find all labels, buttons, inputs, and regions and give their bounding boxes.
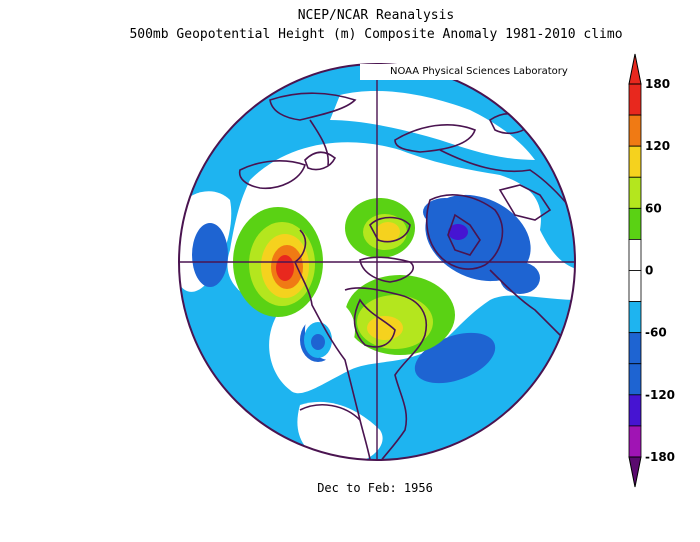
colorbar-segment xyxy=(628,425,642,458)
colorbar-segment xyxy=(628,394,642,427)
chart-subtitle: 500mb Geopotential Height (m) Composite … xyxy=(129,27,623,42)
colorbar-tick-label: 60 xyxy=(645,201,662,215)
neutral-anomaly-area xyxy=(297,401,383,460)
colorbar-tick-label: -180 xyxy=(645,450,675,464)
colorbar-segment xyxy=(628,270,642,302)
colorbar-tick-label: 180 xyxy=(645,77,670,91)
colorbar-segment xyxy=(628,176,642,209)
colorbar-tick-label: -120 xyxy=(645,388,675,402)
positive-anomaly-canada-core xyxy=(367,316,403,340)
time-period-label: Dec to Feb: 1956 xyxy=(317,481,433,495)
negative-anomaly-siberia xyxy=(423,198,467,226)
chart-title: NCEP/NCAR Reanalysis xyxy=(297,8,455,23)
negative-anomaly-asia xyxy=(500,262,540,294)
colorbar-max-arrow xyxy=(628,53,642,85)
negative-anomaly-rockies xyxy=(311,334,325,350)
negative-anomaly-pacific xyxy=(192,223,228,287)
credit-label: NOAA Physical Sciences Laboratory xyxy=(360,64,572,80)
colorbar-segment xyxy=(628,332,642,365)
colorbar: 180 120 60 0 -60 -120 -180 xyxy=(628,53,675,488)
colorbar-tick-label: 120 xyxy=(645,139,670,153)
colorbar-segment xyxy=(628,301,642,334)
colorbar-min-arrow xyxy=(628,456,642,488)
colorbar-segment xyxy=(628,207,642,240)
positive-anomaly-pacific-core xyxy=(276,255,294,281)
colorbar-segment xyxy=(628,114,642,147)
colorbar-tick-label: -60 xyxy=(645,326,667,340)
colorbar-segment xyxy=(628,239,642,271)
positive-anomaly-arctic-core xyxy=(376,222,400,242)
colorbar-segment xyxy=(628,363,642,396)
colorbar-segment xyxy=(628,83,642,116)
colorbar-segment xyxy=(628,145,642,178)
colorbar-tick-label: 0 xyxy=(645,264,653,278)
negative-anomaly-core xyxy=(448,224,468,240)
